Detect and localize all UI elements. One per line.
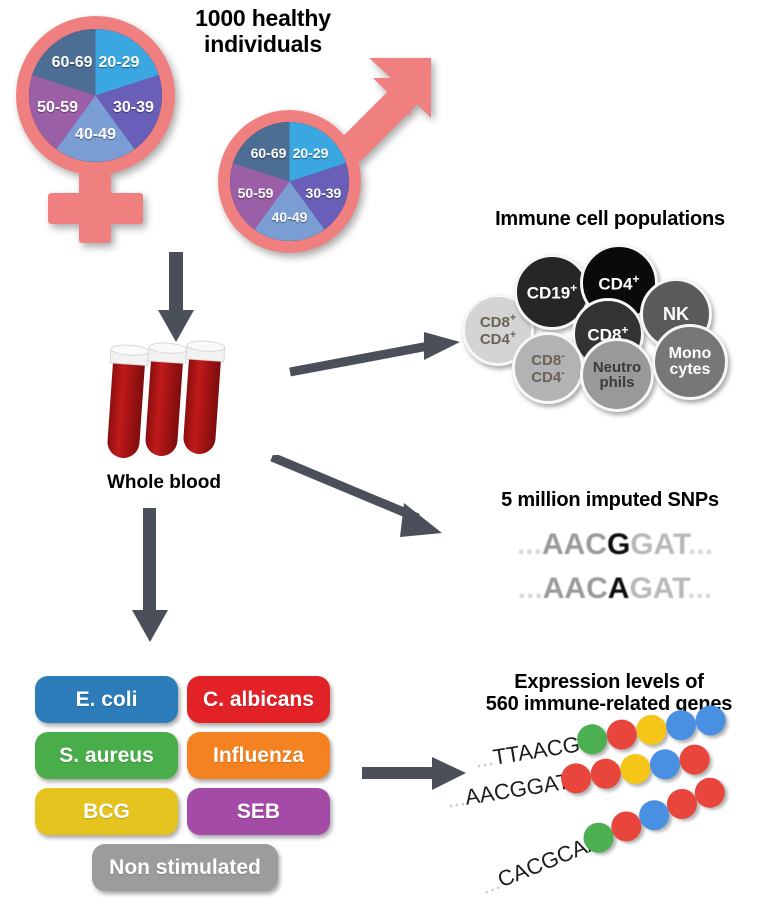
stimulus-seb[interactable]: SEB — [187, 788, 330, 835]
female-symbol-crossbar — [48, 193, 143, 224]
snp-row1-lead: AAC — [541, 528, 607, 561]
immune-cell-monocytes: Mono cytes — [652, 324, 728, 400]
pie-slice-30-39 — [289, 163, 349, 230]
whole-blood-label: Whole blood — [107, 472, 221, 493]
snp-sequence-row-1: ...AACGGAT... — [470, 528, 760, 562]
pie-slice-20-29 — [95, 29, 159, 96]
page-title-cohort: 1000 healthy individuals — [168, 5, 358, 58]
male-donor-symbol: 20-29 30-39 40-49 50-59 60-69 — [205, 58, 431, 265]
arrow-stimuli-to-expression — [362, 757, 466, 790]
dna-bead — [618, 751, 653, 787]
female-donor-symbol: 20-29 30-39 40-49 50-59 60-69 — [8, 8, 183, 243]
snp-sequence-block: ...AACGGAT... ...AACAGAT... — [470, 528, 760, 623]
cell-label-line1: Neutro — [592, 358, 642, 376]
cohort-title-line2: individuals — [204, 30, 322, 57]
cell-label-line1: NK — [663, 303, 689, 324]
stimulus-label: S. aureus — [59, 743, 154, 767]
pie-slice-label-30-39: 30-39 — [305, 184, 342, 201]
cell-label-line2: CD4+ — [479, 329, 517, 348]
snp-row2-variant: A — [607, 572, 630, 605]
snp-row1-suffix: ... — [688, 528, 714, 561]
section-title-expression: Expression levels of 560 immune-related … — [450, 671, 768, 716]
pie-slice-60-69 — [32, 29, 96, 96]
stimulus-influenza[interactable]: Influenza — [187, 732, 330, 779]
pie-slice-60-69 — [232, 122, 290, 182]
arrow-blood-to-stimuli — [132, 508, 168, 642]
stimulus-label: E. coli — [75, 687, 138, 711]
section-title-immune: Immune cell populations — [495, 208, 725, 230]
stimulus-label: C. albicans — [203, 687, 314, 711]
cell-label-line1: CD4+ — [598, 272, 640, 294]
expression-title-line2: 560 immune-related genes — [485, 693, 733, 716]
snp-row2-tail: GAT — [629, 572, 688, 605]
snp-row2-prefix: ... — [517, 572, 543, 605]
dna-bead — [604, 717, 639, 752]
arrow-donors-to-blood — [158, 252, 194, 342]
cell-label-line1: CD19+ — [526, 281, 578, 303]
cell-label-line1: Mono — [668, 344, 712, 362]
pie-slice-40-49 — [254, 181, 325, 241]
stimulus-label: Non stimulated — [109, 855, 261, 879]
cell-label-line1: CD8- — [531, 349, 565, 369]
snp-row1-tail: GAT — [630, 528, 689, 561]
dna-bead — [634, 712, 669, 748]
snp-row2-lead: AAC — [542, 572, 608, 605]
pie-slice-label-60-69: 60-69 — [51, 54, 93, 72]
expression-title-line1: Expression levels of — [514, 671, 704, 693]
dna-strand-2-bases: AACGGAT — [463, 768, 572, 810]
snp-row1-variant: G — [606, 528, 631, 561]
immune-cell-cluster: CD8+ CD4+ CD19+ CD4+ CD8+ NK CD8- CD4- — [462, 236, 767, 416]
pie-slice-label-20-29: 20-29 — [98, 54, 140, 72]
immune-cell-cd8n-cd4n: CD8- CD4- — [512, 332, 584, 404]
pie-slice-20-29 — [289, 122, 347, 182]
pie-slice-50-59 — [230, 163, 290, 230]
whole-blood-tubes — [95, 340, 235, 470]
stimulus-label: BCG — [83, 799, 130, 823]
arrow-blood-to-immune — [289, 332, 460, 377]
snp-row1-prefix: ... — [516, 528, 542, 561]
pie-slice-label-50-59: 50-59 — [237, 184, 274, 201]
dna-bead — [647, 747, 683, 782]
cell-label-line2: phils — [599, 374, 635, 391]
snp-sequence-row-2: ...AACAGAT... — [470, 572, 760, 606]
male-donor-pie: 20-29 30-39 40-49 50-59 60-69 — [230, 122, 349, 241]
pie-slice-30-39 — [95, 74, 162, 150]
arrow-blood-to-snps — [270, 455, 442, 537]
stimulus-c-albicans[interactable]: C. albicans — [187, 676, 330, 723]
stimulus-bcg[interactable]: BCG — [35, 788, 178, 835]
pie-slice-label-50-59: 50-59 — [37, 98, 79, 116]
stimulus-label: SEB — [236, 799, 281, 823]
stimulus-non-stimulated[interactable]: Non stimulated — [92, 844, 278, 891]
cell-label-line2: cytes — [669, 361, 711, 378]
pie-slice-label-20-29: 20-29 — [292, 144, 329, 161]
pie-slice-50-59 — [29, 74, 96, 150]
pie-slice-label-40-49: 40-49 — [271, 209, 308, 226]
cohort-title-line1: 1000 healthy — [195, 5, 331, 31]
immune-cell-cd19p: CD19+ — [514, 254, 590, 330]
pie-slice-label-30-39: 30-39 — [112, 98, 154, 116]
stimulus-e-coli[interactable]: E. coli — [35, 676, 178, 723]
section-title-snps: 5 million imputed SNPs — [501, 489, 719, 511]
dna-strands-group: ...TTAACGG ...AACGGAT ...CACGCAA — [445, 703, 771, 920]
dna-strand-2-sequence: ...AACGGAT — [445, 769, 572, 814]
pie-slice-40-49 — [56, 95, 135, 162]
dna-bead — [677, 742, 712, 777]
immune-cell-neutrophils: Neutro phils — [580, 338, 654, 412]
snp-row2-suffix: ... — [687, 572, 713, 605]
pie-slice-label-40-49: 40-49 — [75, 126, 116, 144]
cell-label-line1: CD8+ — [479, 311, 517, 331]
stimulus-s-aureus[interactable]: S. aureus — [35, 732, 178, 779]
dna-bead — [588, 756, 623, 791]
male-symbol-arrowhead — [369, 58, 431, 118]
pie-slice-label-60-69: 60-69 — [250, 144, 287, 161]
cell-label-line2: CD4- — [531, 367, 565, 386]
female-donor-pie: 20-29 30-39 40-49 50-59 60-69 — [29, 29, 162, 162]
stimulus-label: Influenza — [212, 743, 304, 767]
